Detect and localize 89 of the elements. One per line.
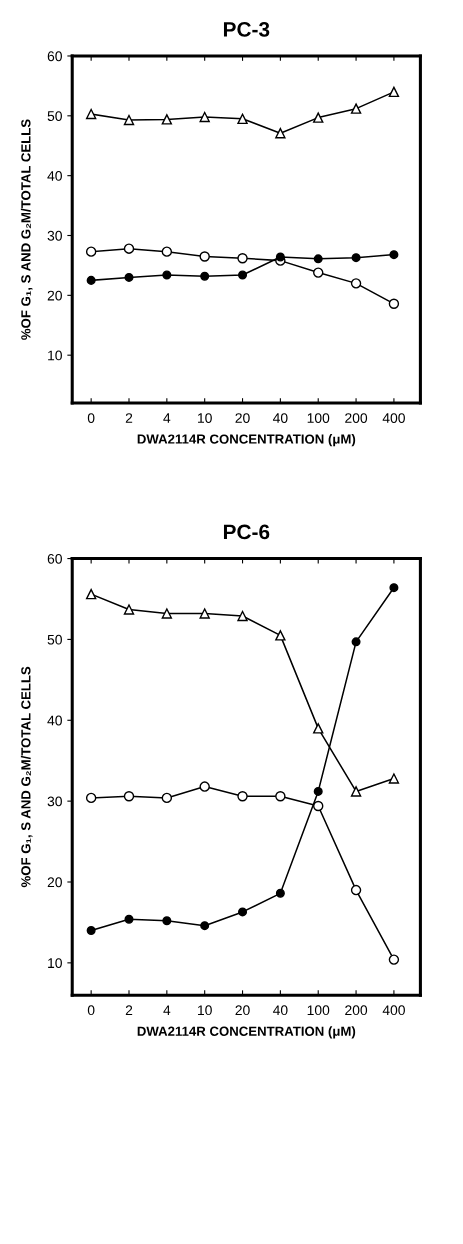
y-tick-label: 40 [47, 715, 62, 726]
x-tick-label: 4 [163, 413, 171, 423]
y-axis-title: %OF G₁, S AND G₂M/TOTAL CELLS [20, 666, 33, 888]
point [124, 272, 134, 282]
x-tick-label: 20 [235, 413, 250, 423]
y-axis-title: %OF G₁, S AND G₂M/TOTAL CELLS [20, 119, 33, 340]
y-tick-label: 40 [47, 171, 62, 181]
point [313, 800, 324, 812]
point [238, 270, 248, 280]
y-tick-label: 50 [47, 634, 62, 645]
x-tick-label: 2 [125, 1005, 133, 1015]
point [350, 278, 362, 289]
point [161, 246, 173, 257]
point [388, 298, 400, 309]
point [162, 916, 172, 926]
chart-title: PC-3 [223, 21, 270, 37]
point [238, 907, 248, 917]
point [85, 792, 97, 804]
point [351, 637, 361, 647]
point [200, 921, 210, 931]
point [388, 86, 400, 98]
point [389, 583, 399, 593]
x-tick-label: 20 [235, 1005, 250, 1016]
point [313, 254, 323, 264]
x-tick-label: 4 [163, 1005, 171, 1015]
x-tick-label: 10 [198, 1005, 212, 1016]
point [200, 271, 210, 281]
point [124, 914, 134, 924]
y-tick-label: 30 [47, 796, 62, 807]
point [275, 127, 286, 139]
y-tick-label: 60 [47, 553, 62, 564]
point [237, 610, 248, 622]
point [389, 250, 399, 260]
point [388, 954, 400, 965]
point [199, 111, 210, 123]
y-tick-label: 10 [48, 958, 62, 969]
point [351, 253, 361, 263]
point [237, 791, 248, 802]
point [313, 112, 324, 123]
point [86, 925, 96, 936]
x-tick-label: 10 [198, 413, 212, 423]
x-axis-title: DWA2114R CONCENTRATION (μM) [137, 1026, 356, 1039]
x-tick-label: 100 [307, 413, 330, 423]
point [123, 114, 135, 126]
point [388, 773, 400, 784]
point [162, 270, 172, 280]
point [161, 792, 173, 804]
x-tick-label: 0 [87, 1005, 95, 1016]
y-tick-label: 20 [47, 877, 62, 888]
y-tick-label: 30 [47, 230, 62, 241]
x-tick-label: 400 [382, 413, 405, 423]
point [350, 884, 362, 896]
x-tick-label: 400 [382, 1005, 405, 1016]
x-tick-label: 40 [272, 413, 288, 423]
point [313, 786, 323, 796]
point [275, 630, 286, 641]
point [275, 252, 285, 262]
y-tick-label: 50 [47, 111, 62, 121]
point [237, 253, 248, 264]
point [123, 791, 135, 802]
point [85, 108, 97, 120]
x-tick-label: 2 [125, 413, 133, 423]
point [86, 275, 96, 285]
x-tick-label: 40 [272, 1005, 288, 1016]
point [161, 114, 173, 125]
point [199, 781, 210, 792]
y-tick-label: 20 [47, 290, 62, 301]
x-tick-label: 200 [345, 1005, 368, 1016]
y-tick-label: 60 [47, 51, 62, 62]
y-tick-label: 10 [48, 350, 62, 361]
point [199, 251, 210, 262]
point [350, 103, 362, 114]
x-tick-label: 200 [345, 413, 368, 423]
point [123, 604, 135, 615]
x-tick-label: 100 [307, 1005, 330, 1016]
point [350, 786, 362, 797]
point [199, 608, 210, 619]
point [275, 888, 285, 898]
x-axis-title: DWA2114R CONCENTRATION (μM) [137, 434, 356, 447]
point [85, 246, 97, 257]
x-tick-label: 0 [87, 413, 95, 423]
point [85, 588, 97, 600]
point [237, 113, 248, 125]
point [313, 267, 324, 278]
point [313, 723, 324, 734]
point [161, 608, 173, 619]
point [123, 243, 135, 254]
point [275, 791, 286, 802]
chart-title: PC-6 [223, 524, 270, 540]
